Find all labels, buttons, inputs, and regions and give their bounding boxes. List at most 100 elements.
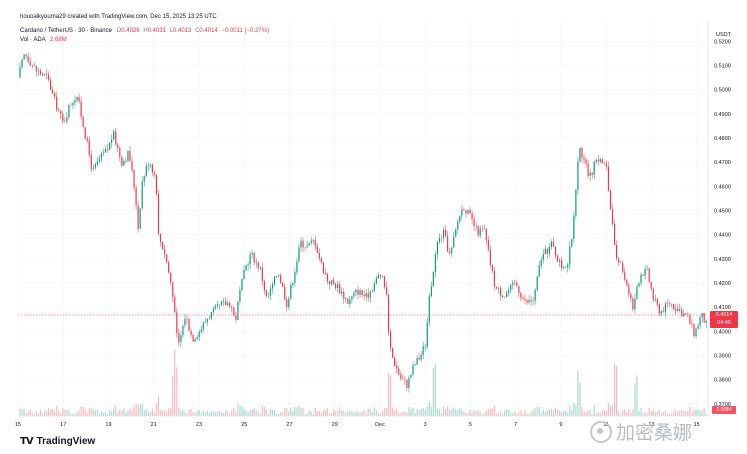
volume-bar bbox=[72, 413, 74, 416]
candle-body bbox=[98, 159, 101, 162]
candle-body bbox=[168, 262, 170, 273]
volume-bar bbox=[320, 413, 322, 416]
volume-bar bbox=[147, 412, 149, 416]
volume-bar bbox=[184, 412, 186, 416]
candle-body bbox=[94, 164, 96, 168]
candle-body bbox=[353, 292, 355, 297]
candle-body bbox=[129, 150, 131, 162]
candle-body bbox=[540, 259, 542, 266]
candle-body bbox=[583, 157, 585, 160]
volume-bar bbox=[102, 412, 105, 416]
volume-bar bbox=[54, 411, 56, 416]
volume-bar bbox=[39, 409, 41, 416]
volume-bar bbox=[432, 367, 434, 416]
candle-body bbox=[269, 288, 272, 296]
volume-bar bbox=[245, 410, 247, 416]
volume-bar bbox=[479, 411, 481, 416]
candle-body bbox=[679, 308, 681, 311]
volume-bar bbox=[243, 409, 245, 416]
candle-body bbox=[180, 335, 182, 343]
volume-bar bbox=[444, 409, 447, 416]
volume-bar bbox=[259, 413, 261, 416]
candle-body bbox=[514, 282, 516, 284]
volume-bar bbox=[235, 411, 237, 416]
candle-body bbox=[512, 282, 514, 285]
volume-bar bbox=[400, 412, 402, 416]
volume-label[interactable]: Vol · ADA bbox=[20, 37, 46, 43]
volume-bar bbox=[461, 408, 463, 416]
price-axis[interactable]: 0.5200 0.5100 0.5000 0.4900 0.4800 0.4700 0.46… bbox=[714, 39, 731, 408]
candle-body bbox=[404, 379, 406, 380]
candle-body bbox=[640, 274, 642, 284]
volume-bar bbox=[538, 406, 540, 416]
volume-bar bbox=[100, 411, 103, 416]
candle-body bbox=[231, 306, 233, 308]
tradingview-logo[interactable]: 𝗧𝗩 TradingView bbox=[20, 436, 95, 447]
volume-bar bbox=[679, 410, 681, 416]
price-tick-label: 0.3700 bbox=[714, 402, 731, 408]
volume-bar bbox=[442, 406, 445, 416]
candle-body bbox=[306, 245, 308, 248]
candle-body bbox=[516, 282, 518, 287]
candle-body bbox=[497, 287, 500, 289]
candle-body bbox=[102, 152, 105, 154]
candle-body bbox=[300, 240, 302, 248]
candle-body bbox=[504, 296, 506, 298]
volume-bar bbox=[337, 410, 339, 416]
volume-bar bbox=[648, 407, 650, 416]
last-price-value: 0.4014 bbox=[715, 312, 733, 318]
candle-body bbox=[648, 268, 650, 282]
time-tick-label: 23 bbox=[196, 422, 202, 428]
symbol-title[interactable]: Cardano / TetherUS · 30 · Binance bbox=[20, 28, 112, 34]
volume-bar bbox=[491, 408, 494, 416]
candle-body bbox=[145, 166, 147, 176]
volume-bar bbox=[656, 410, 658, 416]
volume-bar bbox=[459, 407, 461, 416]
candle-body bbox=[416, 357, 418, 365]
volume-bar bbox=[168, 408, 170, 416]
candle-body bbox=[381, 276, 384, 277]
candle-body bbox=[196, 337, 198, 339]
time-tick-label: 19 bbox=[105, 422, 111, 428]
volume-bar bbox=[398, 412, 400, 416]
candle-body bbox=[377, 275, 379, 278]
volume-bar bbox=[660, 412, 662, 416]
candle-body bbox=[501, 295, 504, 298]
candle-body bbox=[137, 205, 139, 229]
volume-bar bbox=[514, 411, 516, 416]
candle-body bbox=[398, 368, 400, 375]
candle-body bbox=[188, 319, 190, 331]
candle-body bbox=[255, 262, 257, 263]
candle-body bbox=[603, 163, 605, 164]
volume-bar bbox=[330, 413, 333, 416]
candle-body bbox=[172, 282, 174, 298]
candle-body bbox=[524, 298, 526, 301]
volume-bar bbox=[104, 411, 107, 416]
candle-body bbox=[565, 267, 567, 268]
candle-body bbox=[644, 268, 646, 276]
candle-body bbox=[282, 282, 284, 287]
candle-body bbox=[286, 299, 288, 308]
candle-body bbox=[237, 301, 239, 321]
volume-bar bbox=[522, 413, 524, 416]
time-tick-label: 5 bbox=[469, 422, 472, 428]
candle-body bbox=[47, 74, 50, 80]
volume-bar bbox=[620, 414, 622, 416]
candle-body bbox=[115, 131, 117, 145]
volume-bar bbox=[239, 405, 241, 416]
volume-bar bbox=[229, 413, 231, 416]
candle-body bbox=[420, 354, 422, 360]
candle-body bbox=[595, 159, 597, 162]
candle-body bbox=[396, 365, 398, 369]
candle-body bbox=[208, 318, 210, 320]
candle-body bbox=[86, 138, 88, 141]
time-axis[interactable]: 15 17 19 21 23 25 27 29 Dec 3 5 7 9 11 13 15 bbox=[15, 422, 700, 428]
candle-body bbox=[80, 101, 82, 117]
candle-body bbox=[147, 165, 149, 167]
volume-bar bbox=[373, 407, 375, 416]
candle-body bbox=[681, 310, 683, 317]
volume-bar bbox=[227, 411, 229, 416]
volume-bar bbox=[516, 413, 518, 416]
